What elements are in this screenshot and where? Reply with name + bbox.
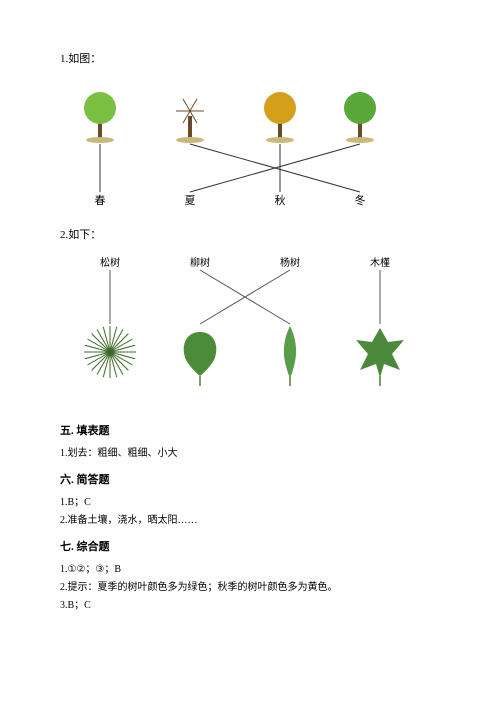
section-6-answers: 1.B；C 2.准备土壤，浇水，晒太阳…… (60, 495, 440, 528)
answer-line: 1.划去：粗细、粗细、小大 (60, 446, 440, 461)
svg-text:松树: 松树 (100, 256, 120, 269)
svg-text:木槿: 木槿 (370, 256, 390, 269)
seasons-diagram: 春夏秋冬 (60, 76, 400, 206)
answer-line: 2.提示：夏季的树叶颜色多为绿色；秋季的树叶颜色多为黄色。 (60, 580, 440, 595)
problem-1: 1.如图： 春 夏 秋 冬 (60, 50, 440, 206)
section-5-answers: 1.划去：粗细、粗细、小大 (60, 446, 440, 461)
answer-line: 3.B；C (60, 598, 440, 613)
problem-2: 2.如下： 松树 柳树 杨树 木槿 (60, 226, 440, 402)
section-6-heading: 六. 简答题 (60, 471, 440, 487)
leaves-diagram: 松树 柳树 杨树 木槿 (60, 252, 430, 402)
answer-line: 1.①②；③；B (60, 562, 440, 577)
svg-text:夏: 夏 (185, 194, 196, 206)
section-5-heading: 五. 填表题 (60, 422, 440, 438)
svg-text:春: 春 (95, 194, 106, 206)
problem-2-label: 2.如下： (60, 226, 440, 242)
svg-text:柳树: 柳树 (190, 256, 210, 269)
section-7-answers: 1.①②；③；B 2.提示：夏季的树叶颜色多为绿色；秋季的树叶颜色多为黄色。 3.B… (60, 562, 440, 613)
answer-line: 1.B；C (60, 495, 440, 510)
figure-2: 松树 柳树 杨树 木槿 (60, 252, 440, 402)
svg-text:杨树: 杨树 (280, 256, 300, 269)
answer-line: 2.准备土壤，浇水，晒太阳…… (60, 513, 440, 528)
problem-1-label: 1.如图： (60, 50, 440, 66)
svg-text:冬: 冬 (355, 193, 366, 206)
figure-1: 春夏秋冬 (60, 76, 440, 206)
section-7-heading: 七. 综合题 (60, 538, 440, 554)
svg-text:秋: 秋 (275, 193, 286, 206)
